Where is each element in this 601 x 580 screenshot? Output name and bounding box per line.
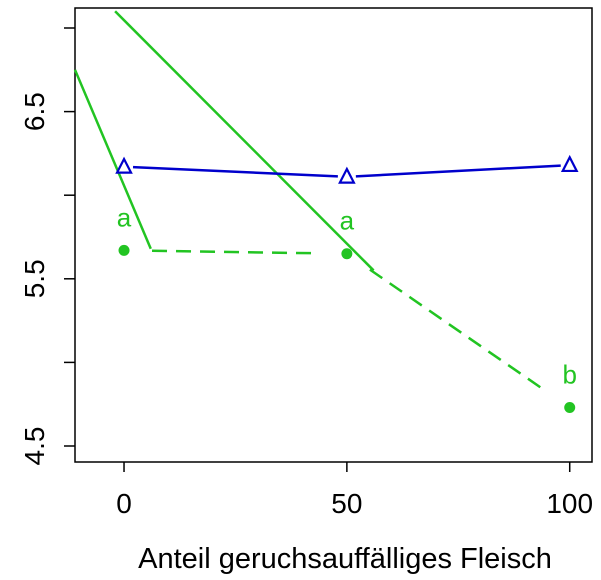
y-tick-label: 6.5 <box>19 92 50 131</box>
series-segment <box>355 164 561 178</box>
series-segment <box>132 165 338 178</box>
x-tick-label: 50 <box>331 488 362 519</box>
significance-label: a <box>340 206 355 236</box>
x-tick-label: 100 <box>546 488 593 519</box>
y-tick-label: 4.5 <box>19 427 50 466</box>
circle-marker <box>341 248 353 260</box>
series-markers: a a b <box>115 154 579 414</box>
circle-marker <box>564 402 576 414</box>
triangle-marker <box>115 156 133 174</box>
series-lines <box>73 10 561 393</box>
series-segment <box>369 268 548 393</box>
trend-line <box>73 69 152 250</box>
x-axis-title: Anteil geruchsauffälliges Fleisch <box>138 543 552 575</box>
plot-frame <box>74 7 593 463</box>
triangle-marker <box>338 166 356 184</box>
significance-label: a <box>117 202 132 232</box>
circle-marker <box>118 244 130 256</box>
series-segment <box>152 249 319 255</box>
x-tick-label: 0 <box>116 488 132 519</box>
y-tick-label: 5.5 <box>19 259 50 298</box>
triangle-marker <box>560 154 579 173</box>
axes: 4.5 5.5 6.5 0 50 100 <box>19 27 593 519</box>
significance-label: b <box>562 360 576 390</box>
trend-line <box>114 10 375 272</box>
